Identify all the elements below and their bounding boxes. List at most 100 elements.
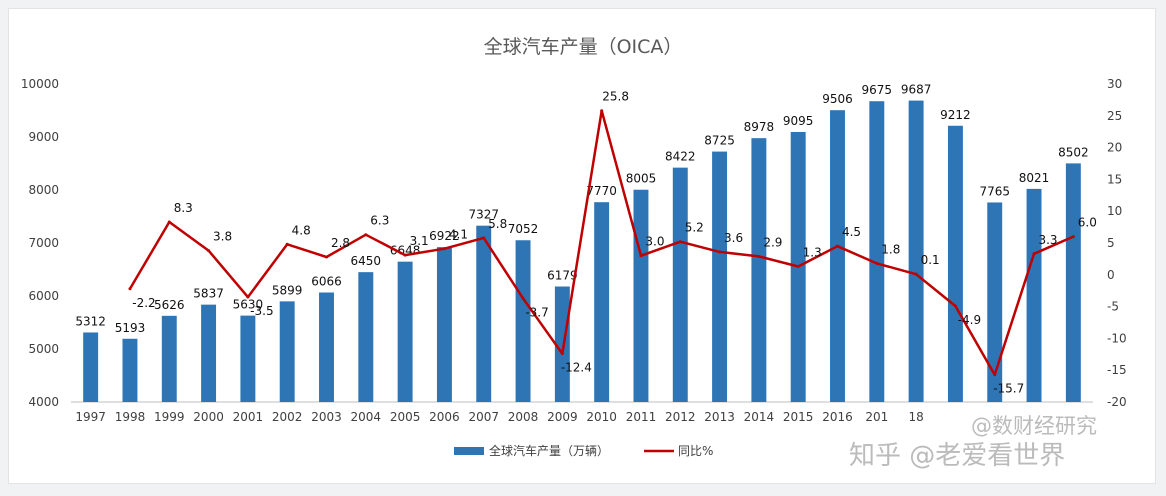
legend-bar-swatch: [454, 447, 484, 455]
line-point: [521, 296, 525, 300]
bar-data-label: 7770: [586, 184, 617, 198]
bar-data-label: 6179: [547, 269, 578, 283]
line-point: [678, 240, 682, 244]
x-axis-tick-label: 201: [865, 410, 888, 424]
bar: [476, 225, 492, 402]
line-point: [364, 233, 368, 237]
bar: [712, 151, 728, 402]
legend-line-label: 同比%: [678, 444, 713, 458]
bar-data-label: 9675: [862, 83, 893, 97]
line-point: [442, 247, 446, 251]
left-axis-tick-label: 5000: [28, 342, 59, 356]
bar: [947, 125, 963, 402]
bar-data-label: 6450: [351, 254, 382, 268]
x-axis-tick-label: 1998: [115, 410, 146, 424]
x-axis-tick-label: 2007: [468, 410, 499, 424]
bar: [554, 286, 570, 402]
right-axis-tick-label: -5: [1107, 300, 1119, 314]
bar-data-label: 9212: [940, 108, 971, 122]
left-axis-tick-label: 8000: [28, 183, 59, 197]
right-axis-tick-label: -10: [1107, 331, 1127, 345]
line-series: [128, 109, 1075, 377]
line-data-label: -4.9: [958, 313, 981, 327]
line-data-label: 3.6: [724, 231, 743, 245]
bar: [869, 101, 885, 402]
line-point: [325, 255, 328, 259]
right-axis-tick-label: 5: [1107, 236, 1115, 250]
bar-data-label: 5899: [272, 283, 303, 297]
x-axis-tick-label: 2013: [704, 410, 735, 424]
bar: [201, 304, 217, 402]
bar-data-label: 9095: [783, 114, 814, 128]
legend: 全球汽车产量（万辆） 同比%: [454, 443, 713, 458]
x-axis-tick-label: 2004: [351, 410, 382, 424]
left-y-axis: 4000 5000 6000 7000 8000 9000 10000: [21, 77, 59, 409]
bar: [515, 240, 531, 402]
bar: [751, 138, 767, 402]
x-axis-tick-label: 2009: [547, 410, 578, 424]
x-axis-tick-label: 2010: [586, 410, 617, 424]
left-axis-tick-label: 9000: [28, 130, 59, 144]
x-axis-tick-label: 2000: [193, 410, 224, 424]
line-point: [560, 352, 564, 356]
legend-bar-label: 全球汽车产量（万辆）: [489, 443, 609, 458]
x-axis-tick-label: 2005: [390, 410, 421, 424]
line-data-label: 6.0: [1078, 216, 1097, 230]
line-data-label: 4.8: [292, 223, 311, 237]
bar-data-label: 9687: [901, 83, 932, 97]
right-axis-tick-label: -20: [1107, 395, 1127, 409]
bar: [594, 202, 610, 402]
line-point: [639, 254, 643, 258]
bar-series: [83, 100, 1081, 403]
bar: [122, 338, 138, 402]
bar-data-label: 6066: [311, 275, 342, 289]
line-point: [246, 295, 250, 299]
bar-data-labels: 5312 519356265837563058996066645066486922…: [75, 83, 1088, 335]
line-data-label: -12.4: [561, 361, 592, 375]
line-point: [403, 253, 407, 257]
x-axis-tick-label: 2001: [233, 410, 264, 424]
line-data-label: 1.8: [881, 242, 900, 256]
line-data-label: 25.8: [602, 90, 629, 104]
bar-data-label: 8021: [1019, 171, 1050, 185]
line-data-label: 5.8: [488, 217, 507, 231]
bar: [240, 315, 256, 402]
left-axis-tick-label: 4000: [28, 395, 59, 409]
line-data-label: -15.7: [993, 382, 1024, 396]
line-point: [207, 249, 211, 253]
right-axis-tick-label: 30: [1107, 77, 1122, 91]
bar: [358, 272, 374, 402]
line-data-label: 0.1: [921, 253, 940, 267]
bar-data-label: 5312: [75, 314, 106, 328]
watermark-large-text: 知乎 @老爱看世界: [849, 441, 1065, 471]
line-point: [482, 236, 486, 240]
right-axis-tick-label: 10: [1107, 204, 1122, 218]
watermark: @数财经研究 知乎 @老爱看世界: [849, 414, 1097, 471]
left-axis-tick-label: 10000: [21, 77, 59, 91]
line-point: [167, 220, 171, 224]
chart-svg: 全球汽车产量（OICA） 400050006000700080009000100…: [21, 36, 1127, 471]
line-data-label: -2.2: [132, 296, 155, 310]
line-point: [718, 250, 722, 254]
line-data-label: 5.2: [685, 221, 704, 235]
line-point: [914, 272, 918, 276]
bar: [83, 332, 99, 402]
bar: [279, 301, 295, 402]
chart-title: 全球汽车产量（OICA）: [484, 36, 683, 58]
x-axis-tick-label: 2006: [429, 410, 460, 424]
chart-frame: 全球汽车产量（OICA） 4000 5000 6000 7000 8000 9000 100…: [8, 8, 1156, 484]
line-data-label: 2.9: [763, 235, 782, 249]
x-axis-tick-label: 2008: [508, 410, 539, 424]
line-data-label: 3.1: [410, 234, 429, 248]
bar-data-label: 5626: [154, 298, 185, 312]
bar: [436, 247, 452, 402]
bar-data-label: 6922: [429, 229, 460, 243]
x-axis-tick-label: 18: [908, 410, 923, 424]
line-data-label: 1.3: [803, 246, 822, 260]
line-data-label: 2.8: [331, 236, 350, 250]
line-data-label: -3.7: [525, 305, 548, 319]
line-data-labels: -2.2 8.3 3.8 -3.5 4.8 2.8 6.3 3.1 4.1 5.8 -3.7 -12.…: [132, 90, 1097, 396]
x-axis-tick-label: 2002: [272, 410, 303, 424]
x-axis-tick-label: 2003: [311, 410, 342, 424]
bar: [987, 202, 1003, 402]
